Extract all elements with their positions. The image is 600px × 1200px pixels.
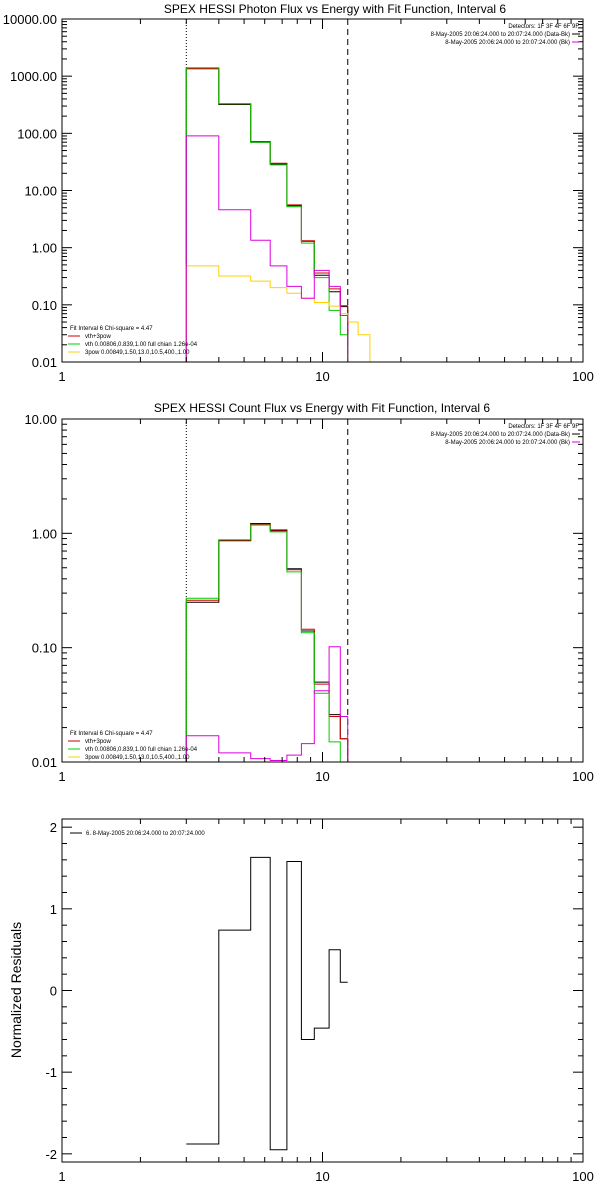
y-tick-label: 0.01 <box>32 355 57 370</box>
photon-flux-panel: SPEX HESSI Photon Flux vs Energy with Fi… <box>3 2 594 384</box>
legend-data-bk: 8-May-2005 20:06:24.000 to 20:07:24.000 … <box>431 432 570 438</box>
legend-vth: vth 0.00806,0.839,1.00 full chian 1.26e-… <box>85 747 198 753</box>
y-tick-label: 0.01 <box>32 755 57 770</box>
y-tick-label: -2 <box>45 1147 57 1162</box>
series-total-line <box>185 68 349 362</box>
y-tick-label: 1000.00 <box>10 69 57 84</box>
y-tick-label: 10000.00 <box>3 12 57 27</box>
x-tick-label: 100 <box>572 769 594 784</box>
legend-fit-interval: Fit Interval 6 Chi-square = 4.47 <box>70 326 153 332</box>
legend-bk: 8-May-2005 20:06:24.000 to 20:07:24.000 … <box>445 40 570 46</box>
series-data-line <box>186 856 348 1151</box>
plot-traces <box>185 19 371 362</box>
legend-vth: vth 0.00806,0.839,1.00 full chian 1.26e-… <box>85 342 198 348</box>
plot-frame <box>61 818 584 1163</box>
legend-top-right: Detectors: 1F 3F 4F 6F 9F 8-May-2005 20:… <box>431 424 580 446</box>
x-tick-label: 100 <box>572 1169 594 1184</box>
series-vth-line <box>185 524 341 762</box>
x-tick-label: 100 <box>572 369 594 384</box>
plot-traces <box>185 419 349 762</box>
y-tick-label: 1.00 <box>32 241 57 256</box>
x-tick-label: 1 <box>58 769 65 784</box>
series-data-line <box>185 523 349 762</box>
x-tick-label: 1 <box>58 369 65 384</box>
series-vth-line <box>185 67 349 362</box>
series-bk-line <box>185 646 349 762</box>
legend-top-left: 6. 8-May-2005 20:06:24.000 to 20:07:24.0… <box>70 831 205 837</box>
legend-spex: 3pow 0.00849,1.50,13.0,10.5,400.,1.00 <box>85 350 190 356</box>
series-bk-line <box>185 135 349 362</box>
legend-fit-interval: Fit Interval 6 Chi-square = 4.47 <box>70 731 153 737</box>
legend-top-right: Detectors: 1F 3F 4F 6F 9F 8-May-2005 20:… <box>431 24 580 46</box>
y-tick-label: 1.00 <box>32 526 57 541</box>
y-tick-label: 10.00 <box>24 184 57 199</box>
x-tick-label: 1 <box>58 1169 65 1184</box>
panel-title: SPEX HESSI Photon Flux vs Energy with Fi… <box>164 2 506 16</box>
y-tick-label: 1 <box>50 902 57 917</box>
series-data-line <box>185 68 349 362</box>
legend-total: vth+3pow <box>85 739 112 745</box>
legend-bk: 8-May-2005 20:06:24.000 to 20:07:24.000 … <box>445 440 570 446</box>
y-tick-label: 0 <box>50 984 57 999</box>
y-tick-label: 100.00 <box>17 126 57 141</box>
legend-total: vth+3pow <box>85 334 112 340</box>
y-tick-label: -1 <box>45 1065 57 1080</box>
y-tick-label: 0.10 <box>32 298 57 313</box>
series-total-line <box>185 523 349 762</box>
legend-bottom-left: Fit Interval 6 Chi-square = 4.47 vth+3po… <box>68 326 198 356</box>
count-flux-panel: SPEX HESSI Count Flux vs Energy with Fit… <box>24 401 593 784</box>
legend-detectors: Detectors: 1F 3F 4F 6F 9F <box>508 24 579 30</box>
y-tick-label: 10.00 <box>24 412 57 427</box>
legend-data-bk: 8-May-2005 20:06:24.000 to 20:07:24.000 … <box>431 32 570 38</box>
plot-axes: 1 10 100 10.00 1.00 0.10 0.01 <box>24 412 593 784</box>
legend-detectors: Detectors: 1F 3F 4F 6F 9F <box>508 424 579 430</box>
x-tick-label: 10 <box>315 1169 329 1184</box>
series-spex-line <box>185 265 371 362</box>
plot-traces <box>186 856 348 1151</box>
legend-interval: 6. 8-May-2005 20:06:24.000 to 20:07:24.0… <box>86 831 205 837</box>
x-tick-label: 10 <box>315 369 329 384</box>
y-tick-label: 2 <box>50 820 57 835</box>
legend-bottom-left: Fit Interval 6 Chi-square = 4.47 vth+3po… <box>68 731 198 761</box>
plot-axes: 1 10 100 10000.00 1000.00 100.00 10.00 1.00 0.10… <box>3 12 594 384</box>
legend-spex: 3pow 0.00849,1.50,13.0,10.5,400.,1.00 <box>85 755 190 761</box>
plot-frame <box>61 418 584 763</box>
y-tick-label: 0.10 <box>32 641 57 656</box>
panel-title: SPEX HESSI Count Flux vs Energy with Fit… <box>154 401 490 415</box>
x-tick-label: 10 <box>315 769 329 784</box>
plot-frame <box>61 18 584 363</box>
y-axis-label: Normalized Residuals <box>8 922 24 1058</box>
